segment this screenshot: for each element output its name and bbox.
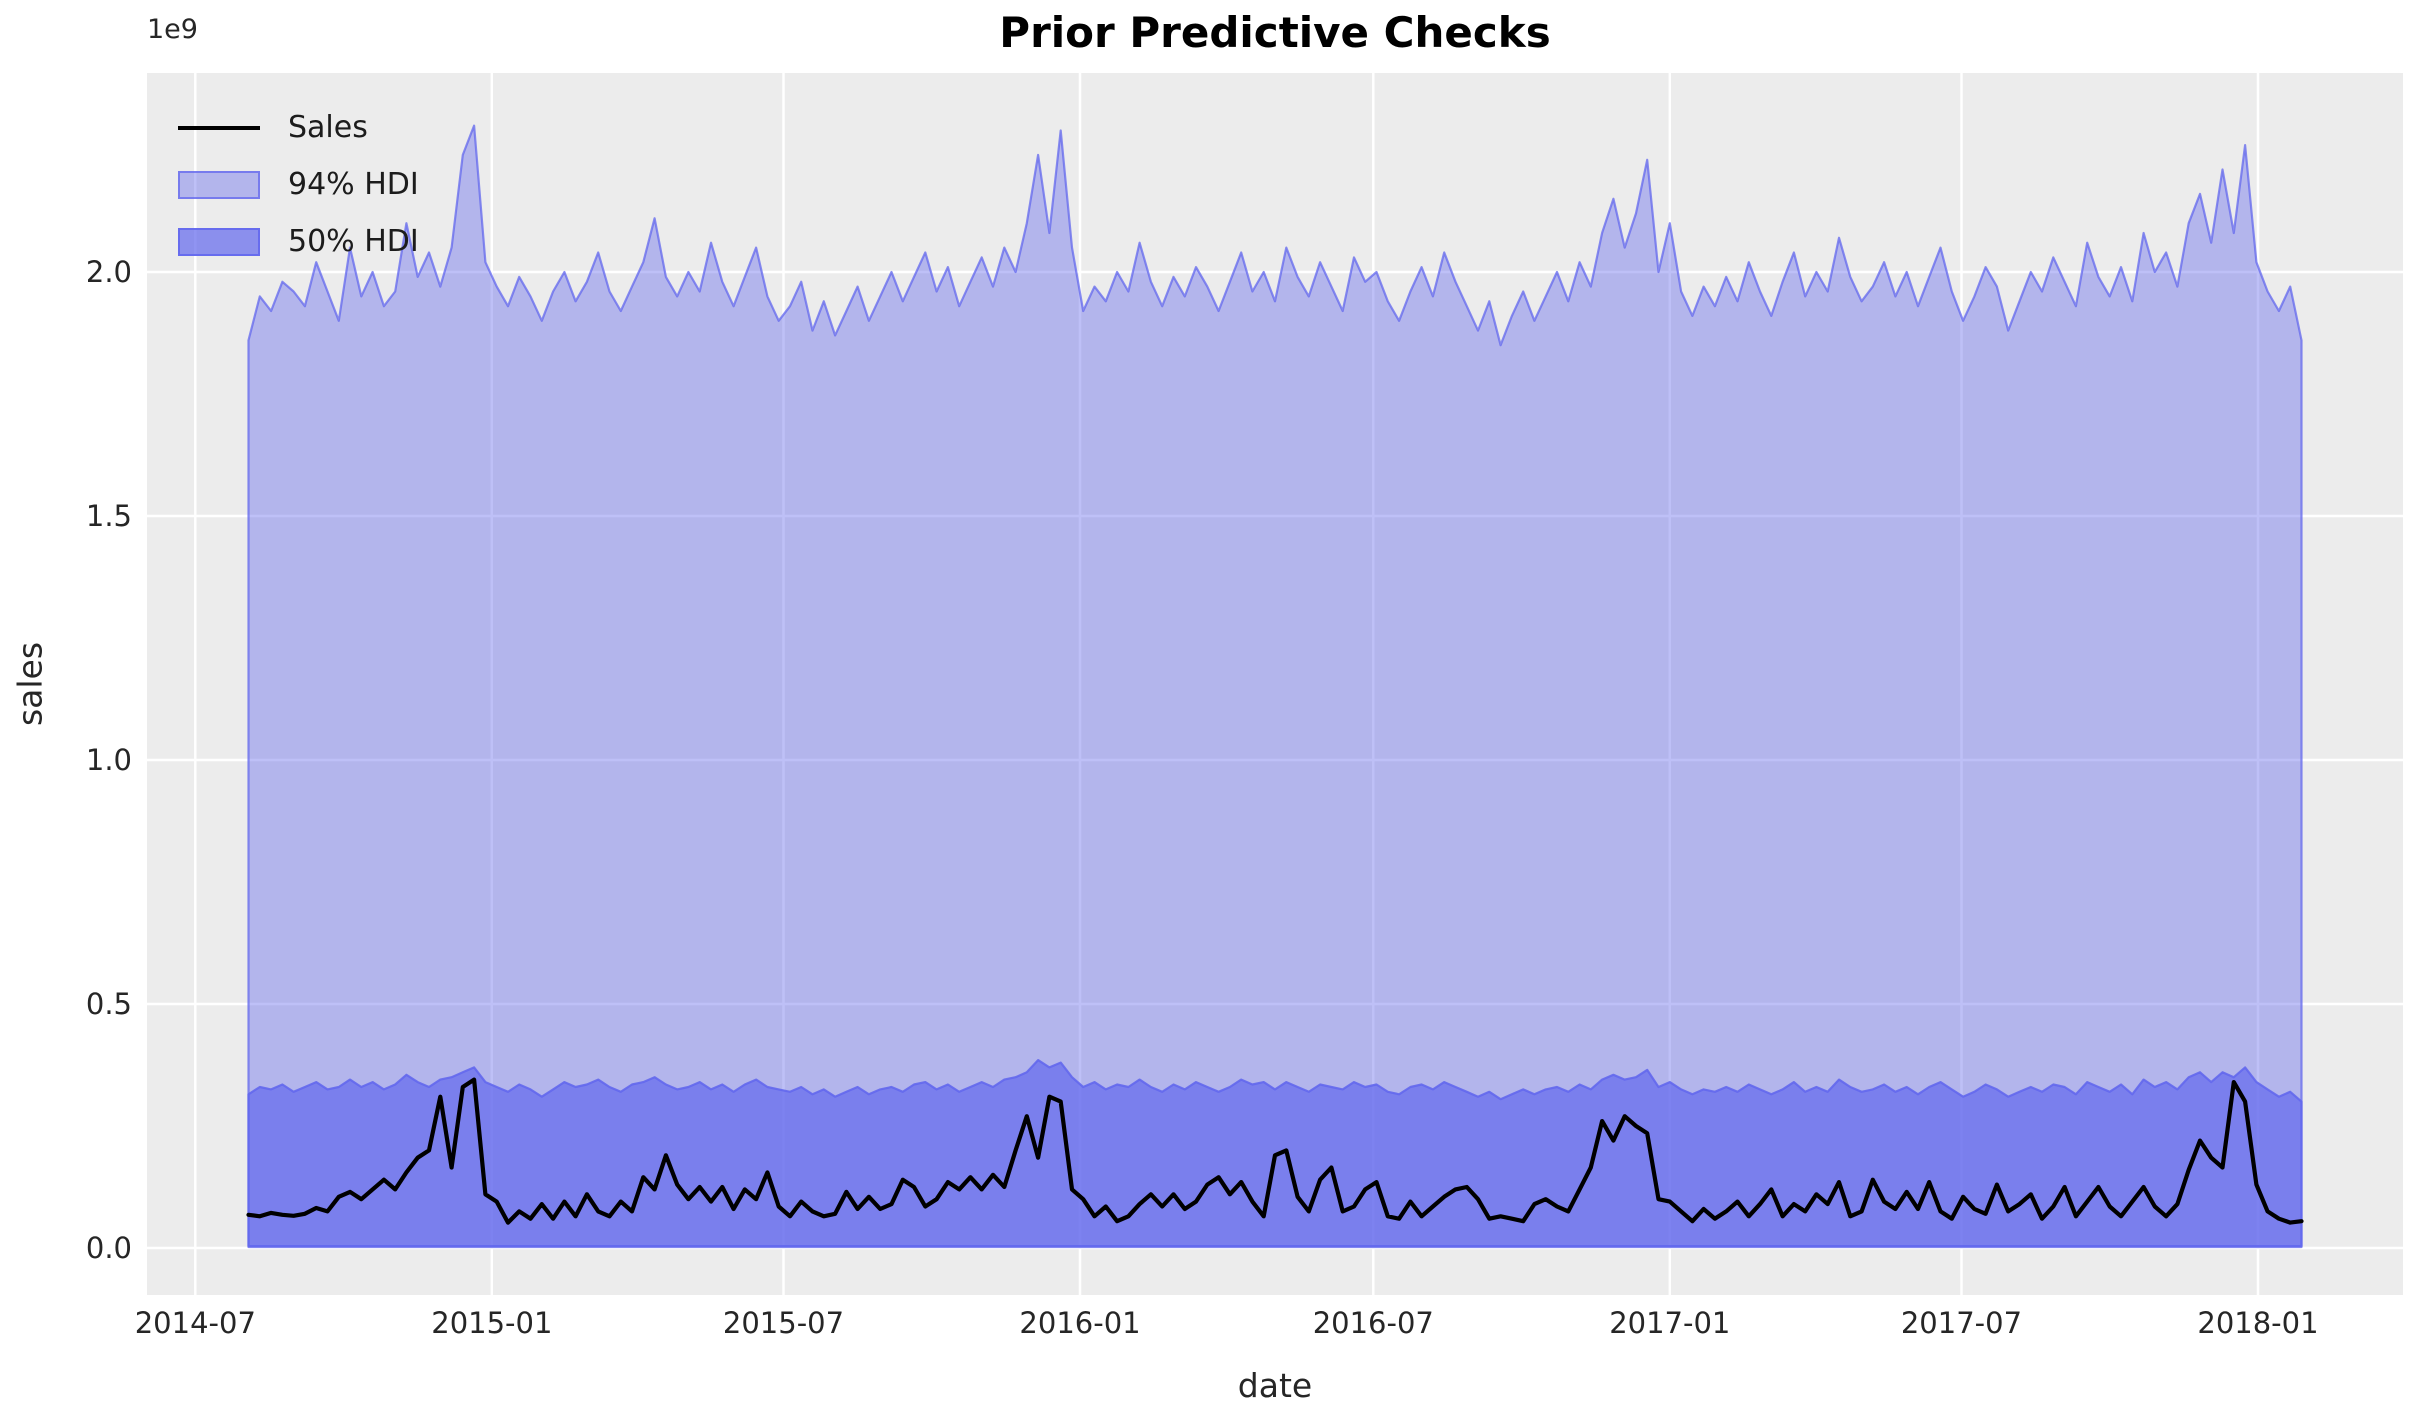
legend-item-hdi94: 94% HDI — [178, 156, 419, 213]
y-tick-label-2.0: 2.0 — [85, 255, 132, 289]
x-tick-label-2014-07: 2014-07 — [134, 1306, 256, 1340]
y-tick-label-0.5: 0.5 — [85, 987, 132, 1021]
x-tick-label-2017-01: 2017-01 — [1609, 1306, 1731, 1340]
y-axis-label: sales — [10, 641, 50, 727]
legend-label-hdi50: 50% HDI — [288, 224, 419, 259]
hdi-94-band — [247, 124, 2303, 1249]
y-tick-label-1.0: 1.0 — [85, 743, 132, 777]
y-tick-label-1.5: 1.5 — [85, 499, 132, 533]
legend-label-hdi94: 94% HDI — [288, 167, 419, 202]
y-axis-offset-label: 1e9 — [147, 14, 198, 45]
legend-label-sales: Sales — [288, 110, 368, 145]
legend: Sales 94% HDI 50% HDI — [178, 99, 419, 270]
sales-line-swatch — [178, 125, 260, 130]
x-tick-label-2015-07: 2015-07 — [722, 1306, 845, 1340]
hdi94-patch-swatch — [178, 170, 260, 199]
x-tick-label-2015-01: 2015-01 — [431, 1306, 553, 1340]
y-tick-label-0.0: 0.0 — [85, 1231, 132, 1265]
x-tick-label-2016-07: 2016-07 — [1312, 1306, 1434, 1340]
chart-title: Prior Predictive Checks — [999, 8, 1551, 57]
legend-item-hdi50: 50% HDI — [178, 213, 419, 270]
x-tick-label-2017-07: 2017-07 — [1900, 1306, 2023, 1340]
x-tick-label-2018-01: 2018-01 — [2197, 1306, 2319, 1340]
sales-line — [246, 1077, 2304, 1225]
hdi50-patch-swatch — [178, 227, 260, 256]
x-axis-label: date — [1237, 1366, 1313, 1405]
legend-item-sales: Sales — [178, 99, 419, 156]
x-tick-label-2016-01: 2016-01 — [1019, 1306, 1141, 1340]
